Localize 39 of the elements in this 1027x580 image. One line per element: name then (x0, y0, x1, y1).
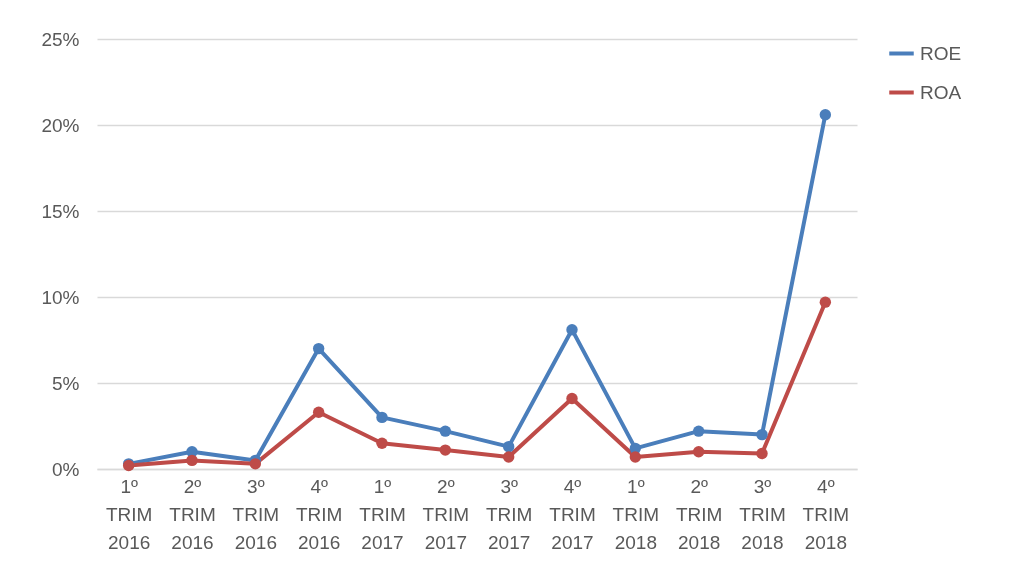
legend-label: ROA (920, 81, 962, 103)
y-tick-label: 10% (41, 286, 80, 308)
y-tick-label: 5% (52, 372, 80, 394)
x-tick-label: 2º TRIM 2017 (422, 475, 470, 553)
point (756, 428, 768, 441)
x-tick-label: 2º TRIM 2018 (675, 475, 723, 553)
point (376, 437, 388, 449)
y-tick-label: 20% (41, 114, 80, 136)
y-tick-label: 25% (41, 28, 80, 50)
point (312, 406, 325, 418)
point (566, 323, 578, 336)
point (376, 411, 388, 424)
point (692, 425, 705, 437)
x-tick-label: 4º TRIM 2017 (549, 475, 596, 553)
point (249, 458, 262, 470)
x-tick-label: 1º TRIM 2017 (359, 475, 406, 553)
point (692, 446, 705, 458)
x-tick-label: 1º TRIM 2016 (105, 475, 153, 553)
point (756, 447, 768, 460)
point (819, 296, 832, 308)
point (502, 451, 515, 463)
x-tick-label: 3º TRIM 2016 (232, 475, 280, 553)
point (186, 454, 198, 467)
x-tick-label: 3º TRIM 2017 (485, 475, 533, 553)
x-tick-label: 4º TRIM 2016 (295, 475, 343, 553)
x-tick-label: 1º TRIM 2018 (612, 475, 660, 553)
x-tick-label: 3º TRIM 2018 (739, 475, 786, 553)
y-tick-label: 15% (41, 200, 80, 222)
point (629, 451, 642, 463)
point (439, 444, 452, 456)
point (819, 108, 832, 121)
point (566, 392, 578, 405)
point (439, 425, 452, 437)
point (312, 342, 325, 355)
point (502, 440, 515, 453)
y-tick-label: 0% (52, 458, 80, 480)
legend-label: ROE (920, 42, 962, 64)
x-tick-label: 4º TRIM 2018 (802, 475, 850, 553)
x-tick-label: 2º TRIM 2016 (169, 475, 216, 553)
